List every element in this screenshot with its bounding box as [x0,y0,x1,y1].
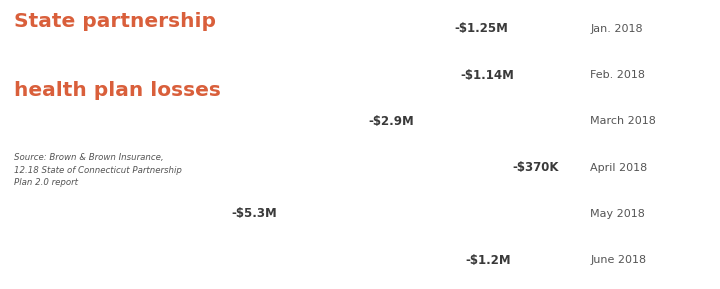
Text: Source: Brown & Brown Insurance,
12.18 State of Connecticut Partnership
Plan 2.0: Source: Brown & Brown Insurance, 12.18 S… [14,153,182,187]
Text: State partnership: State partnership [14,12,217,31]
Text: June 2018: June 2018 [590,255,647,265]
Text: -$1.14M: -$1.14M [461,69,515,81]
Text: May 2018: May 2018 [590,209,645,219]
Text: -$370K: -$370K [512,161,559,174]
Text: -$1.25M: -$1.25M [454,23,508,35]
Text: March 2018: March 2018 [590,116,656,126]
Text: -$5.3M: -$5.3M [231,208,277,220]
Text: health plan losses: health plan losses [14,81,221,100]
Text: Jan. 2018: Jan. 2018 [590,24,643,34]
Text: Feb. 2018: Feb. 2018 [590,70,645,80]
Text: April 2018: April 2018 [590,163,648,173]
Text: -$2.9M: -$2.9M [369,115,414,128]
Text: -$1.2M: -$1.2M [466,254,511,266]
